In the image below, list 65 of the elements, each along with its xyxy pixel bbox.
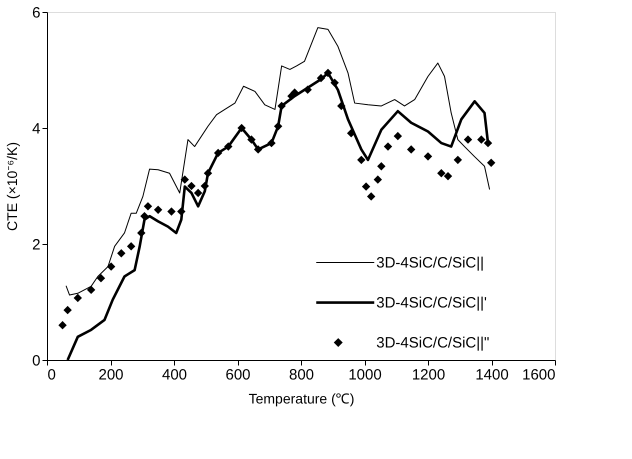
point	[394, 132, 402, 140]
point	[117, 249, 126, 258]
point	[324, 68, 332, 78]
point	[424, 152, 432, 161]
x-tick-label: 600	[225, 366, 251, 384]
point	[194, 188, 202, 198]
y-tick-label: 4	[32, 120, 40, 138]
y-axis-title: CTE (×10⁻⁶/K)	[4, 142, 20, 231]
point	[177, 207, 186, 216]
point	[362, 182, 370, 191]
point	[86, 286, 96, 294]
point	[58, 321, 67, 330]
point	[464, 135, 472, 144]
point	[254, 145, 262, 154]
point	[224, 142, 232, 151]
x-tick-label: 200	[98, 366, 124, 384]
point	[167, 207, 176, 216]
point	[63, 306, 72, 314]
point	[487, 158, 496, 167]
legend-label: 3D-4SiC/C/SiC||"	[376, 334, 490, 352]
point	[126, 242, 136, 251]
point	[200, 182, 209, 190]
point	[137, 228, 146, 238]
point	[180, 175, 189, 184]
point	[357, 156, 366, 164]
point	[187, 182, 196, 190]
point	[247, 135, 256, 144]
point	[140, 212, 149, 220]
point	[330, 78, 339, 87]
point	[377, 162, 386, 170]
y-tick-label: 2	[32, 236, 40, 254]
point	[214, 148, 222, 158]
legend-label: 3D-4SiC/C/SiC||	[376, 254, 484, 272]
point	[74, 294, 82, 302]
point	[106, 262, 116, 271]
x-tick-label: 800	[288, 366, 314, 384]
y-tick-label: 0	[32, 352, 40, 370]
x-tick-label: 1600	[522, 366, 556, 384]
y-tick-label: 6	[32, 4, 40, 22]
x-tick-label: 1400	[475, 366, 509, 384]
point	[274, 122, 282, 130]
point	[337, 102, 346, 110]
point	[437, 169, 446, 178]
point	[366, 192, 376, 201]
point	[477, 135, 486, 144]
x-tick-label: 400	[162, 366, 188, 384]
point	[154, 206, 162, 214]
point	[277, 102, 286, 110]
x-tick-label: 1000	[348, 366, 382, 384]
point	[384, 142, 392, 151]
point	[484, 138, 492, 148]
x-axis-title: Temperature (℃)	[248, 390, 354, 406]
point	[204, 169, 212, 178]
legend-label: 3D-4SiC/C/SiC||'	[376, 294, 488, 312]
point	[316, 74, 326, 82]
point	[237, 124, 246, 132]
x-tick-label: 0	[48, 366, 56, 384]
point	[374, 175, 382, 184]
point	[406, 145, 416, 154]
point	[96, 274, 106, 282]
point	[444, 172, 452, 180]
point	[267, 138, 276, 148]
x-tick-label: 1200	[412, 366, 446, 384]
point	[454, 156, 462, 164]
point	[144, 202, 152, 210]
